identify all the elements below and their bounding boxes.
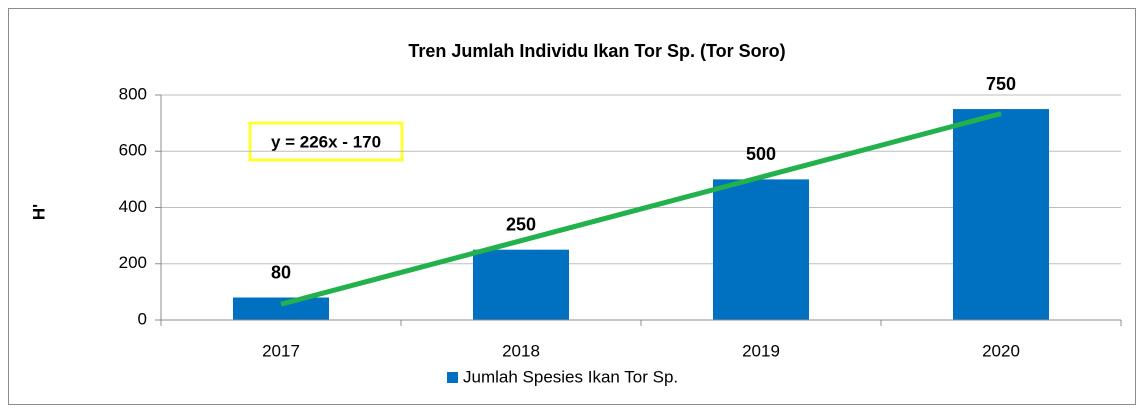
x-tick-label: 2017: [262, 341, 300, 360]
data-label: 80: [271, 262, 291, 282]
y-axis-label: H': [29, 204, 48, 220]
x-tick-label: 2018: [502, 341, 540, 360]
y-tick-label: 0: [138, 309, 147, 328]
bar: [713, 179, 809, 320]
bar: [233, 297, 329, 320]
chart-title: Tren Jumlah Individu Ikan Tor Sp. (Tor S…: [408, 41, 785, 61]
x-tick-label: 2019: [742, 341, 780, 360]
data-label: 250: [506, 214, 536, 234]
equation-box: [248, 121, 404, 162]
bar: [953, 109, 1049, 320]
legend-label: Jumlah Spesies Ikan Tor Sp.: [463, 367, 678, 386]
x-tick-label: 2020: [982, 341, 1020, 360]
y-tick-label: 400: [119, 197, 147, 216]
trendline-equation: y = 226x - 170: [271, 132, 381, 151]
data-label: 750: [986, 74, 1016, 94]
y-tick-label: 800: [119, 84, 147, 103]
data-label: 500: [746, 144, 776, 164]
trendline: [280, 111, 1002, 307]
bar: [473, 249, 569, 320]
y-tick-label: 200: [119, 253, 147, 272]
y-tick-label: 600: [119, 141, 147, 160]
legend-swatch: [447, 372, 458, 383]
chart-border: [8, 8, 1136, 405]
